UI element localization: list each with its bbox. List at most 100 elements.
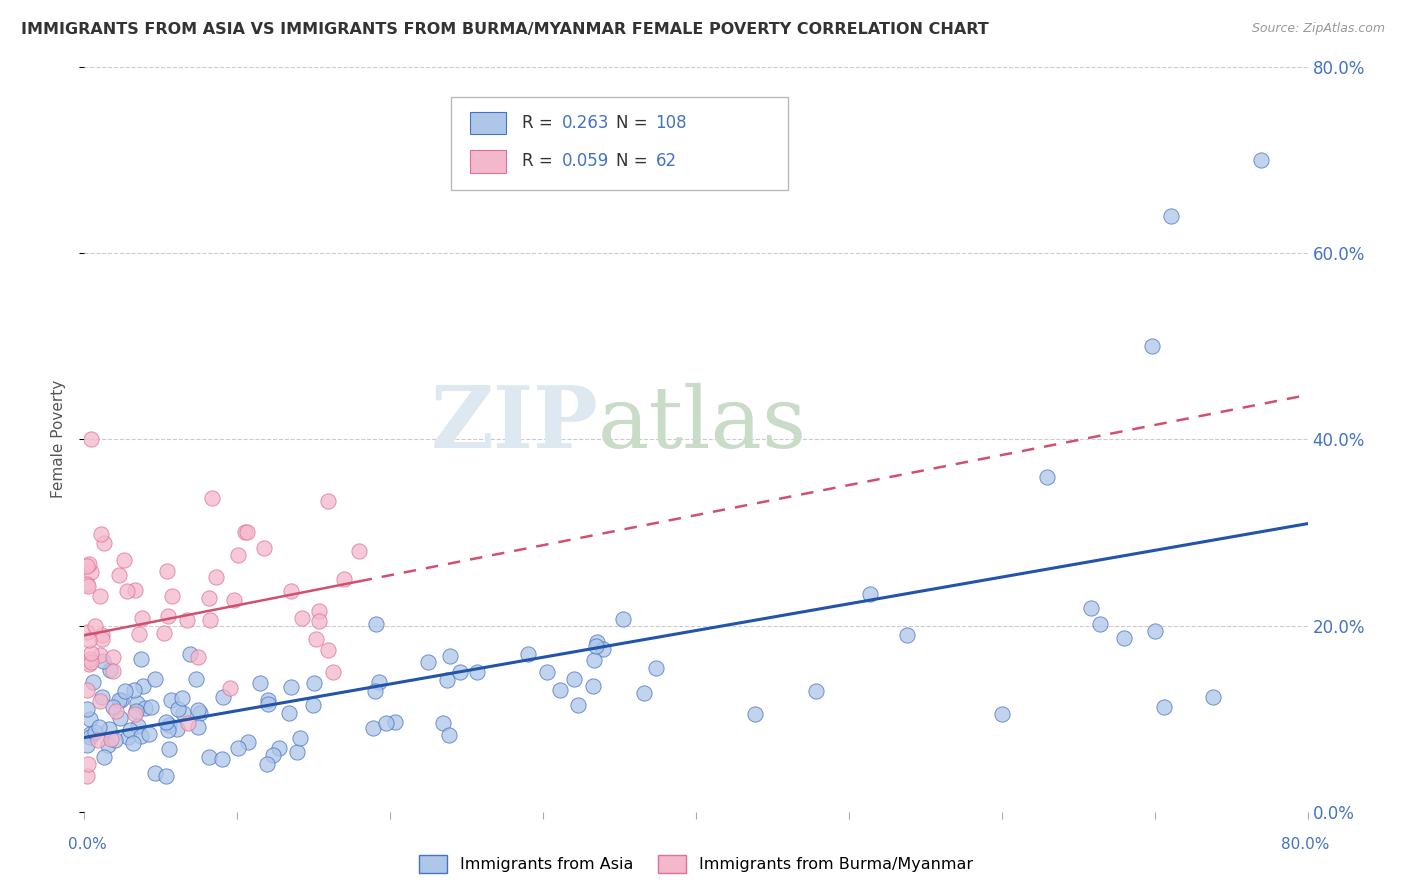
Point (153, 625, 176, 640)
Point (117, 731, 139, 745)
Point (176, 613, 198, 627)
Point (990, 706, 1012, 721)
Point (197, 591, 219, 605)
Point (131, 611, 153, 625)
Point (517, 647, 540, 661)
Point (115, 583, 138, 598)
Point (222, 592, 245, 607)
Point (585, 639, 607, 653)
Point (91, 654, 114, 668)
Bar (470, 151, 506, 173)
Point (212, 690, 235, 704)
Point (108, 693, 131, 707)
Point (364, 684, 387, 698)
Point (143, 766, 166, 780)
Point (76, 701, 98, 715)
Point (375, 716, 398, 731)
Point (218, 681, 240, 696)
Point (612, 612, 634, 626)
Point (249, 676, 271, 690)
Point (256, 756, 278, 771)
Point (155, 714, 177, 729)
Point (280, 584, 302, 599)
Point (633, 686, 655, 700)
Point (465, 665, 488, 679)
Point (583, 653, 606, 667)
Point (1201, 690, 1223, 704)
Point (1088, 616, 1111, 631)
Point (87, 732, 110, 747)
Point (132, 679, 155, 693)
Point (93, 536, 115, 550)
Point (432, 716, 454, 731)
Text: 0.059: 0.059 (561, 153, 609, 170)
Text: N =: N = (616, 153, 654, 170)
Point (308, 604, 330, 618)
Point (1153, 699, 1175, 714)
Point (101, 664, 124, 678)
Point (157, 742, 180, 756)
Point (76, 768, 98, 782)
Point (160, 589, 183, 603)
Point (1160, 209, 1182, 223)
Point (112, 552, 135, 566)
Point (1080, 601, 1102, 615)
Text: ZIP: ZIP (430, 383, 598, 467)
Point (166, 722, 188, 736)
Point (322, 665, 344, 680)
Point (103, 649, 125, 664)
Point (76, 683, 98, 698)
Point (186, 720, 208, 734)
Point (104, 732, 127, 747)
Point (316, 643, 339, 657)
Point (228, 549, 250, 563)
Point (101, 700, 124, 714)
Point (93, 750, 115, 764)
FancyBboxPatch shape (451, 96, 787, 190)
Point (367, 674, 389, 689)
Point (80, 565, 103, 579)
Point (582, 679, 605, 693)
Text: 0.0%: 0.0% (67, 838, 107, 852)
Point (366, 616, 388, 631)
Point (287, 745, 309, 759)
Point (80, 432, 103, 446)
Bar (470, 112, 506, 134)
Text: atlas: atlas (598, 383, 807, 466)
Point (76, 559, 98, 574)
Text: 0.263: 0.263 (561, 114, 609, 132)
Point (76, 738, 98, 752)
Point (121, 736, 143, 750)
Point (79, 726, 101, 740)
Point (79, 712, 101, 726)
Point (160, 692, 183, 706)
Point (567, 698, 589, 713)
Point (172, 691, 194, 706)
Point (302, 698, 325, 712)
Point (302, 676, 325, 690)
Point (79, 655, 101, 669)
Text: 80.0%: 80.0% (1281, 838, 1329, 852)
Point (585, 635, 607, 649)
Point (122, 682, 145, 697)
Point (89, 648, 111, 662)
Point (90, 526, 112, 541)
Point (172, 706, 194, 721)
Point (139, 700, 162, 714)
Point (211, 752, 233, 766)
Point (77, 657, 100, 671)
Point (226, 740, 249, 755)
Point (201, 491, 224, 505)
Point (91, 628, 114, 642)
Point (98, 663, 121, 677)
Point (256, 698, 278, 712)
Point (98, 722, 121, 736)
Point (416, 656, 439, 670)
Point (120, 723, 142, 738)
Point (129, 651, 152, 665)
Point (157, 723, 180, 737)
Point (288, 731, 311, 745)
Point (125, 704, 148, 718)
Point (89, 694, 111, 708)
Point (77, 558, 100, 572)
